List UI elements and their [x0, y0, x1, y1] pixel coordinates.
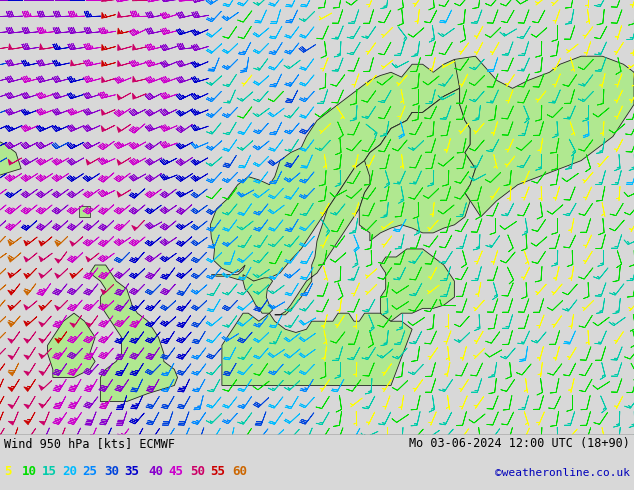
- Text: 10: 10: [22, 465, 37, 478]
- Polygon shape: [455, 56, 634, 217]
- Polygon shape: [79, 206, 90, 217]
- Text: 25: 25: [82, 465, 97, 478]
- Text: Mo 03-06-2024 12:00 UTC (18+90): Mo 03-06-2024 12:00 UTC (18+90): [409, 437, 630, 450]
- Polygon shape: [0, 137, 21, 185]
- Text: 40: 40: [148, 465, 163, 478]
- Polygon shape: [380, 249, 455, 321]
- Polygon shape: [275, 88, 460, 315]
- Text: 5: 5: [4, 465, 11, 478]
- Text: 50: 50: [190, 465, 205, 478]
- Polygon shape: [210, 59, 486, 281]
- Polygon shape: [359, 88, 476, 241]
- Polygon shape: [90, 265, 178, 401]
- Text: 15: 15: [42, 465, 57, 478]
- Text: ©weatheronline.co.uk: ©weatheronline.co.uk: [495, 468, 630, 478]
- Text: 35: 35: [124, 465, 139, 478]
- Text: 45: 45: [168, 465, 183, 478]
- Polygon shape: [48, 313, 95, 377]
- Text: 55: 55: [210, 465, 225, 478]
- Text: Wind 950 hPa [kts] ECMWF: Wind 950 hPa [kts] ECMWF: [4, 437, 175, 450]
- Polygon shape: [222, 313, 412, 386]
- Text: 20: 20: [62, 465, 77, 478]
- Text: 30: 30: [104, 465, 119, 478]
- Polygon shape: [243, 275, 273, 313]
- Text: 60: 60: [232, 465, 247, 478]
